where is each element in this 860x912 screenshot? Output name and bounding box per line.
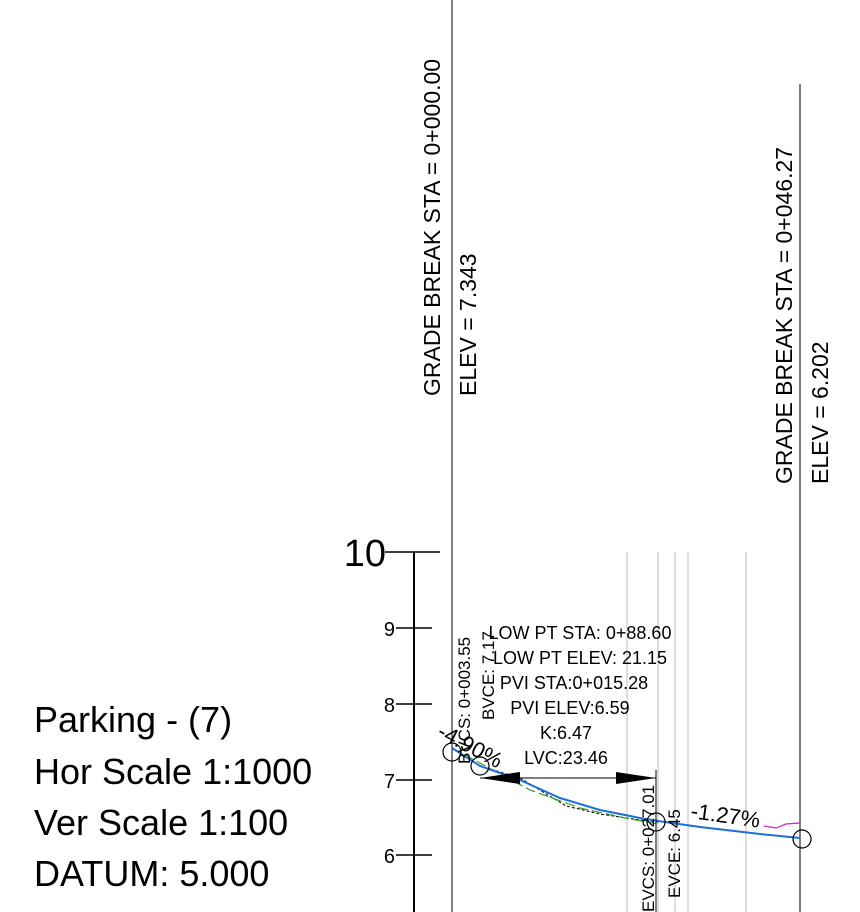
tick-label-6: 6 [384,846,395,868]
grade-break-2-elev: ELEV = 6.202 [807,341,833,484]
accent-profile-segment [763,822,801,829]
evcs-label: EVCS: 0+027.01 [639,785,658,912]
datum-label: DATUM: 5.000 [34,853,270,894]
pvi-sta-label: PVI STA:0+015.28 [500,673,648,693]
grid-lines [626,552,747,912]
tick-label-9: 9 [384,619,395,641]
lvc-arrow-left [480,772,520,784]
horizontal-scale: Hor Scale 1:1000 [34,751,313,792]
grade-break-1-station: GRADE BREAK STA = 0+000.00 [419,59,445,396]
tick-label-7: 7 [384,771,395,793]
grade-break-marker-1 [442,742,462,762]
evce-label: EVCE: 6.45 [665,809,684,898]
tick-label-8: 8 [384,695,395,717]
axis-ticks [385,551,440,856]
lvc-label: LVC:23.46 [524,748,608,768]
tick-label-10: 10 [344,533,386,575]
lvc-arrow-right [616,772,656,784]
low-pt-elev-label: LOW PT ELEV: 21.15 [493,648,667,668]
vertical-scale: Ver Scale 1:100 [34,802,289,843]
bvce-label: BVCE: 7.17 [479,631,498,720]
bvc-marker [470,756,490,776]
bvcs-label: BVCS: 0+003.55 [455,637,474,764]
k-label: K:6.47 [540,723,592,743]
low-pt-sta-label: LOW PT STA: 0+88.60 [489,623,672,643]
proposed-profile-line [451,747,801,839]
grade-break-marker-2 [792,829,812,849]
pvi-elev-label: PVI ELEV:6.59 [510,698,629,718]
profile-title: Parking - (7) [34,699,233,740]
grade-break-1-elev: ELEV = 7.343 [455,253,481,396]
grade-break-2-station: GRADE BREAK STA = 0+046.27 [771,147,797,484]
